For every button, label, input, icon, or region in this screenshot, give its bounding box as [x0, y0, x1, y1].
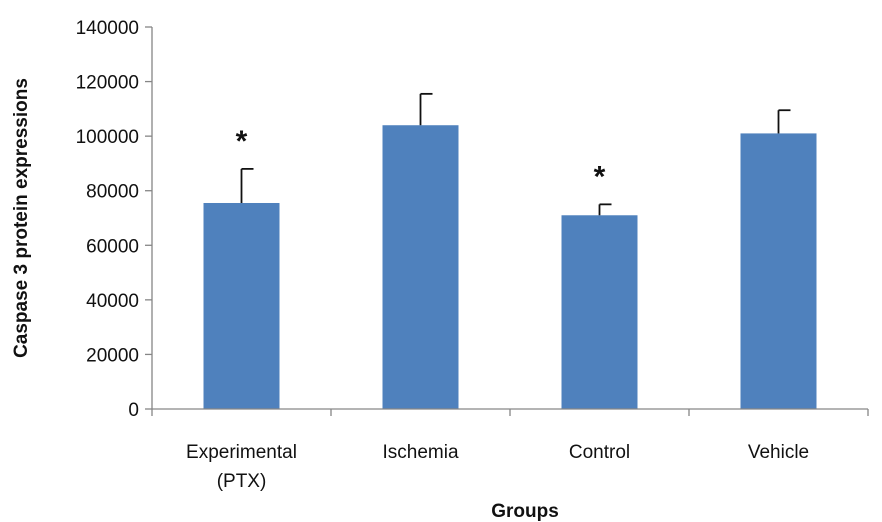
error-bars — [240, 92, 791, 216]
y-tick-label: 140000 — [76, 18, 139, 39]
y-tick-label: 120000 — [76, 73, 139, 94]
bar — [382, 125, 459, 409]
y-tick-label: 80000 — [86, 182, 139, 203]
bar — [561, 215, 638, 409]
x-category-label: Ischemia — [382, 442, 458, 463]
x-axis-ticks — [151, 409, 869, 416]
y-axis-ticks: 0 20000 40000 60000 80000 100000 120000 140000 — [76, 18, 152, 421]
y-tick-label: 40000 — [86, 291, 139, 312]
bar — [740, 133, 817, 409]
bar — [203, 202, 280, 409]
significance-markers: ** — [236, 125, 606, 193]
significance-star: * — [236, 125, 248, 158]
y-tick-label: 60000 — [86, 236, 139, 257]
y-axis-title: Caspase 3 protein expressions — [11, 78, 32, 358]
x-category-label: Vehicle — [748, 442, 809, 463]
x-category-label: Control — [569, 442, 630, 463]
bars — [203, 125, 817, 409]
y-tick-label: 20000 — [86, 345, 139, 366]
y-tick-label: 0 — [128, 400, 139, 421]
x-axis-title: Groups — [491, 501, 559, 522]
x-category-label: Experimental — [186, 442, 297, 463]
significance-star: * — [594, 160, 606, 193]
x-category-label: (PTX) — [217, 471, 267, 492]
y-tick-label: 100000 — [76, 127, 139, 148]
x-axis-category-labels: Experimental (PTX) Ischemia Control Vehicle — [186, 442, 809, 492]
